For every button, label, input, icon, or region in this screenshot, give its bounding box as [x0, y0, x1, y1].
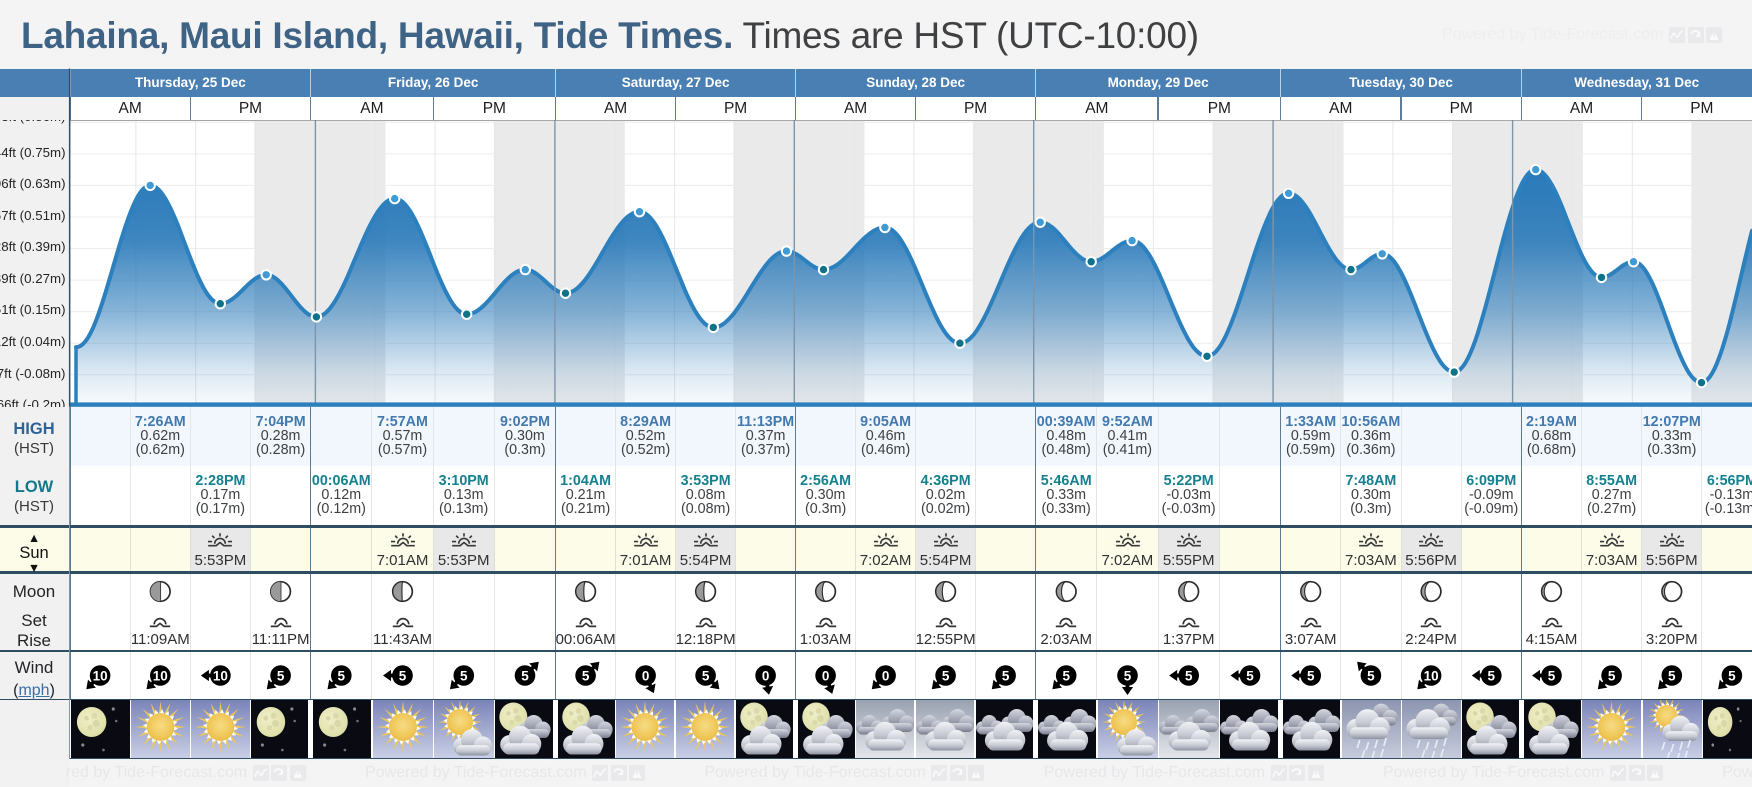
- svg-text:0: 0: [882, 668, 890, 683]
- svg-text:5: 5: [1002, 668, 1010, 683]
- svg-text:5: 5: [582, 668, 590, 683]
- svg-text:0: 0: [822, 668, 830, 683]
- svg-text:5: 5: [942, 668, 950, 683]
- svg-text:5: 5: [1608, 668, 1616, 683]
- svg-text:5: 5: [1367, 668, 1375, 683]
- svg-text:5: 5: [460, 668, 468, 683]
- svg-text:10: 10: [1424, 668, 1439, 683]
- svg-text:5: 5: [1062, 668, 1070, 683]
- svg-text:10: 10: [153, 668, 168, 683]
- svg-text:5: 5: [1185, 668, 1193, 683]
- svg-text:10: 10: [93, 668, 108, 683]
- svg-text:5: 5: [338, 668, 346, 683]
- svg-text:5: 5: [277, 668, 285, 683]
- svg-text:0: 0: [642, 668, 650, 683]
- svg-text:5: 5: [1307, 668, 1315, 683]
- svg-text:5: 5: [1728, 668, 1736, 683]
- svg-text:5: 5: [1124, 668, 1132, 683]
- svg-text:5: 5: [1246, 668, 1254, 683]
- svg-text:0: 0: [762, 668, 770, 683]
- svg-text:5: 5: [1668, 668, 1676, 683]
- svg-text:5: 5: [521, 668, 529, 683]
- svg-text:5: 5: [1548, 668, 1556, 683]
- svg-text:5: 5: [1488, 668, 1496, 683]
- svg-text:5: 5: [399, 668, 407, 683]
- svg-text:5: 5: [702, 668, 710, 683]
- svg-text:10: 10: [213, 668, 228, 683]
